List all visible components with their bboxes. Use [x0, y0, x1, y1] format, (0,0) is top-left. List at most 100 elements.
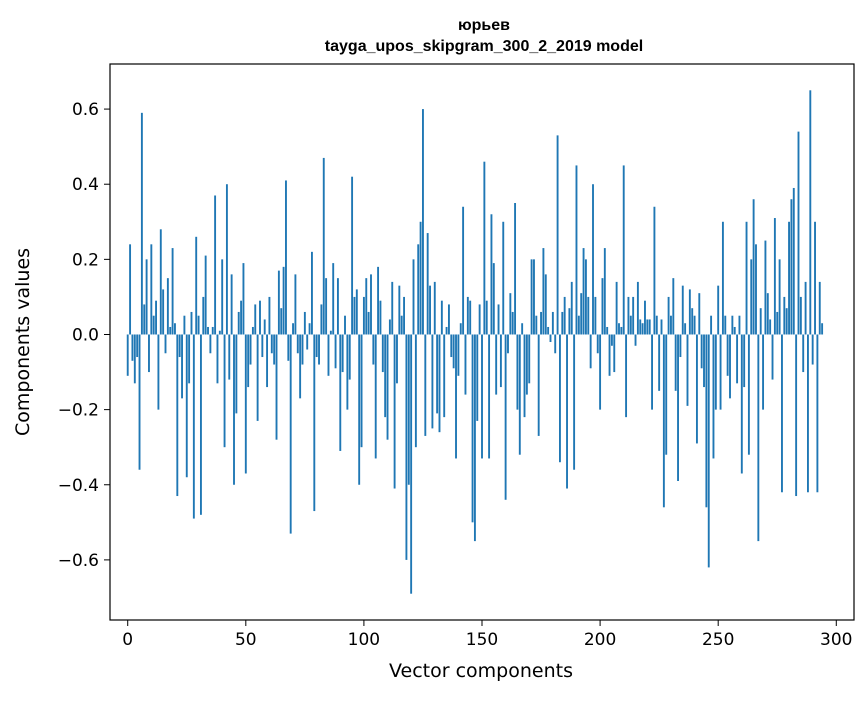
bar-158 [499, 334, 502, 388]
bar-224 [655, 315, 658, 335]
bar-282 [792, 187, 795, 335]
bar-2 [131, 334, 134, 361]
bar-20 [174, 323, 176, 335]
bar-89 [336, 278, 339, 335]
bar-13 [157, 334, 160, 410]
bar-16 [164, 334, 167, 354]
bar-201 [601, 278, 604, 335]
bar-132 [438, 334, 441, 433]
bar-44 [230, 274, 233, 335]
bar-183 [559, 334, 561, 463]
bar-36 [211, 326, 214, 335]
bar-251 [719, 334, 722, 410]
bar-211 [625, 334, 628, 418]
bar-126 [424, 334, 427, 436]
bar-8 [145, 259, 148, 335]
bar-172 [533, 259, 535, 335]
bar-138 [452, 334, 455, 369]
bar-95 [351, 176, 354, 335]
bar-166 [518, 334, 521, 455]
bar-114 [396, 334, 398, 384]
bar-260 [740, 334, 743, 474]
bar-287 [804, 281, 807, 335]
bar-195 [587, 296, 590, 335]
bar-244 [703, 334, 705, 388]
bar-291 [814, 221, 816, 335]
bar-253 [724, 315, 727, 335]
bar-77 [308, 323, 311, 335]
bar-161 [507, 334, 509, 354]
bar-163 [511, 311, 514, 335]
y-tick-label: 0.2 [72, 250, 99, 270]
bar-156 [495, 334, 498, 395]
bar-37 [214, 195, 217, 335]
bar-254 [726, 334, 729, 376]
bar-198 [594, 296, 597, 335]
bar-268 [759, 308, 762, 335]
bar-31 [199, 334, 202, 515]
bar-125 [422, 109, 424, 335]
bar-105 [374, 334, 377, 459]
bar-69 [289, 334, 292, 534]
bar-252 [721, 221, 724, 335]
bar-272 [769, 319, 772, 335]
bar-188 [570, 281, 573, 335]
bar-255 [729, 334, 731, 399]
bar-277 [781, 334, 783, 493]
bar-280 [788, 221, 790, 335]
bar-121 [412, 259, 415, 335]
bar-102 [367, 311, 370, 335]
bar-62 [273, 334, 276, 365]
bar-154 [490, 214, 493, 335]
bar-139 [455, 334, 457, 459]
bar-1 [129, 244, 132, 335]
bar-71 [294, 274, 297, 335]
bar-259 [738, 315, 741, 335]
bar-174 [537, 334, 540, 436]
bar-25 [185, 334, 188, 478]
bar-122 [414, 334, 417, 448]
bar-106 [377, 266, 380, 335]
bar-289 [809, 90, 812, 335]
bar-266 [755, 244, 757, 335]
bar-70 [292, 323, 294, 335]
bar-153 [488, 334, 491, 459]
bar-67 [285, 180, 287, 335]
bar-149 [478, 304, 481, 335]
bar-75 [303, 311, 306, 335]
bar-93 [346, 334, 349, 410]
bar-228 [665, 334, 668, 455]
bar-290 [811, 334, 814, 365]
bar-275 [776, 311, 779, 335]
bar-26 [188, 334, 191, 384]
bar-281 [790, 199, 793, 335]
y-tick-label: −0.2 [58, 401, 99, 421]
bar-66 [282, 266, 285, 335]
bar-202 [603, 248, 606, 335]
bar-127 [426, 233, 429, 335]
bar-131 [436, 334, 439, 414]
bar-141 [459, 323, 462, 335]
bar-19 [171, 248, 174, 335]
bar-86 [329, 330, 332, 335]
bar-30 [197, 315, 200, 335]
bar-34 [207, 326, 209, 335]
bar-212 [627, 296, 630, 335]
bar-267 [757, 334, 760, 542]
x-tick-label: 250 [702, 630, 734, 650]
bar-258 [736, 334, 739, 384]
bar-160 [504, 334, 507, 500]
bar-117 [403, 296, 405, 335]
bar-22 [178, 334, 181, 358]
y-tick-label: 0.4 [72, 175, 99, 195]
bar-175 [540, 311, 542, 335]
bar-185 [563, 296, 566, 335]
bar-18 [169, 326, 172, 335]
bar-246 [707, 334, 710, 568]
bar-52 [249, 334, 252, 365]
x-axis-ticks: 0 50 100 150 200 250 300 [122, 620, 853, 650]
bar-39 [218, 330, 221, 335]
bar-264 [750, 259, 753, 335]
bar-81 [318, 334, 320, 365]
bar-214 [632, 296, 635, 335]
